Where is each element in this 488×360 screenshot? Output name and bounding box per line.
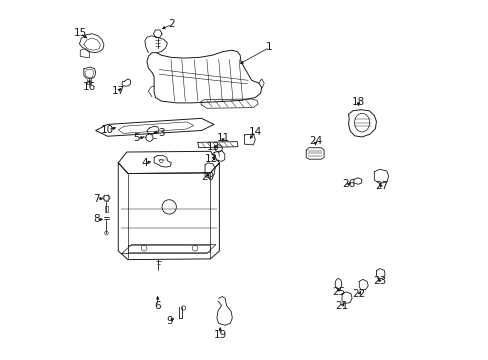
Text: 16: 16 xyxy=(83,82,96,92)
Text: 13: 13 xyxy=(206,142,219,152)
Text: 7: 7 xyxy=(93,194,100,204)
Text: 18: 18 xyxy=(351,97,365,107)
Text: 4: 4 xyxy=(141,158,148,168)
Text: 12: 12 xyxy=(204,154,218,164)
Text: 2: 2 xyxy=(168,19,175,30)
Text: 14: 14 xyxy=(248,127,262,136)
Text: 22: 22 xyxy=(352,289,365,299)
Text: 24: 24 xyxy=(308,136,322,146)
Text: 5: 5 xyxy=(133,133,140,143)
Text: 26: 26 xyxy=(341,179,354,189)
Text: 23: 23 xyxy=(373,276,386,286)
Text: 9: 9 xyxy=(165,316,172,325)
Text: 19: 19 xyxy=(213,330,226,340)
Text: 1: 1 xyxy=(266,42,272,52)
Text: 17: 17 xyxy=(111,86,124,96)
Text: 15: 15 xyxy=(74,28,87,38)
Bar xyxy=(104,206,108,212)
Text: 27: 27 xyxy=(374,181,387,192)
Text: 10: 10 xyxy=(101,125,114,135)
Text: 25: 25 xyxy=(331,287,345,297)
Text: 21: 21 xyxy=(335,301,348,311)
Text: 20: 20 xyxy=(201,172,214,182)
Text: 3: 3 xyxy=(158,129,164,138)
Text: 8: 8 xyxy=(93,215,100,224)
Text: 11: 11 xyxy=(216,133,229,143)
Text: 6: 6 xyxy=(154,301,161,311)
